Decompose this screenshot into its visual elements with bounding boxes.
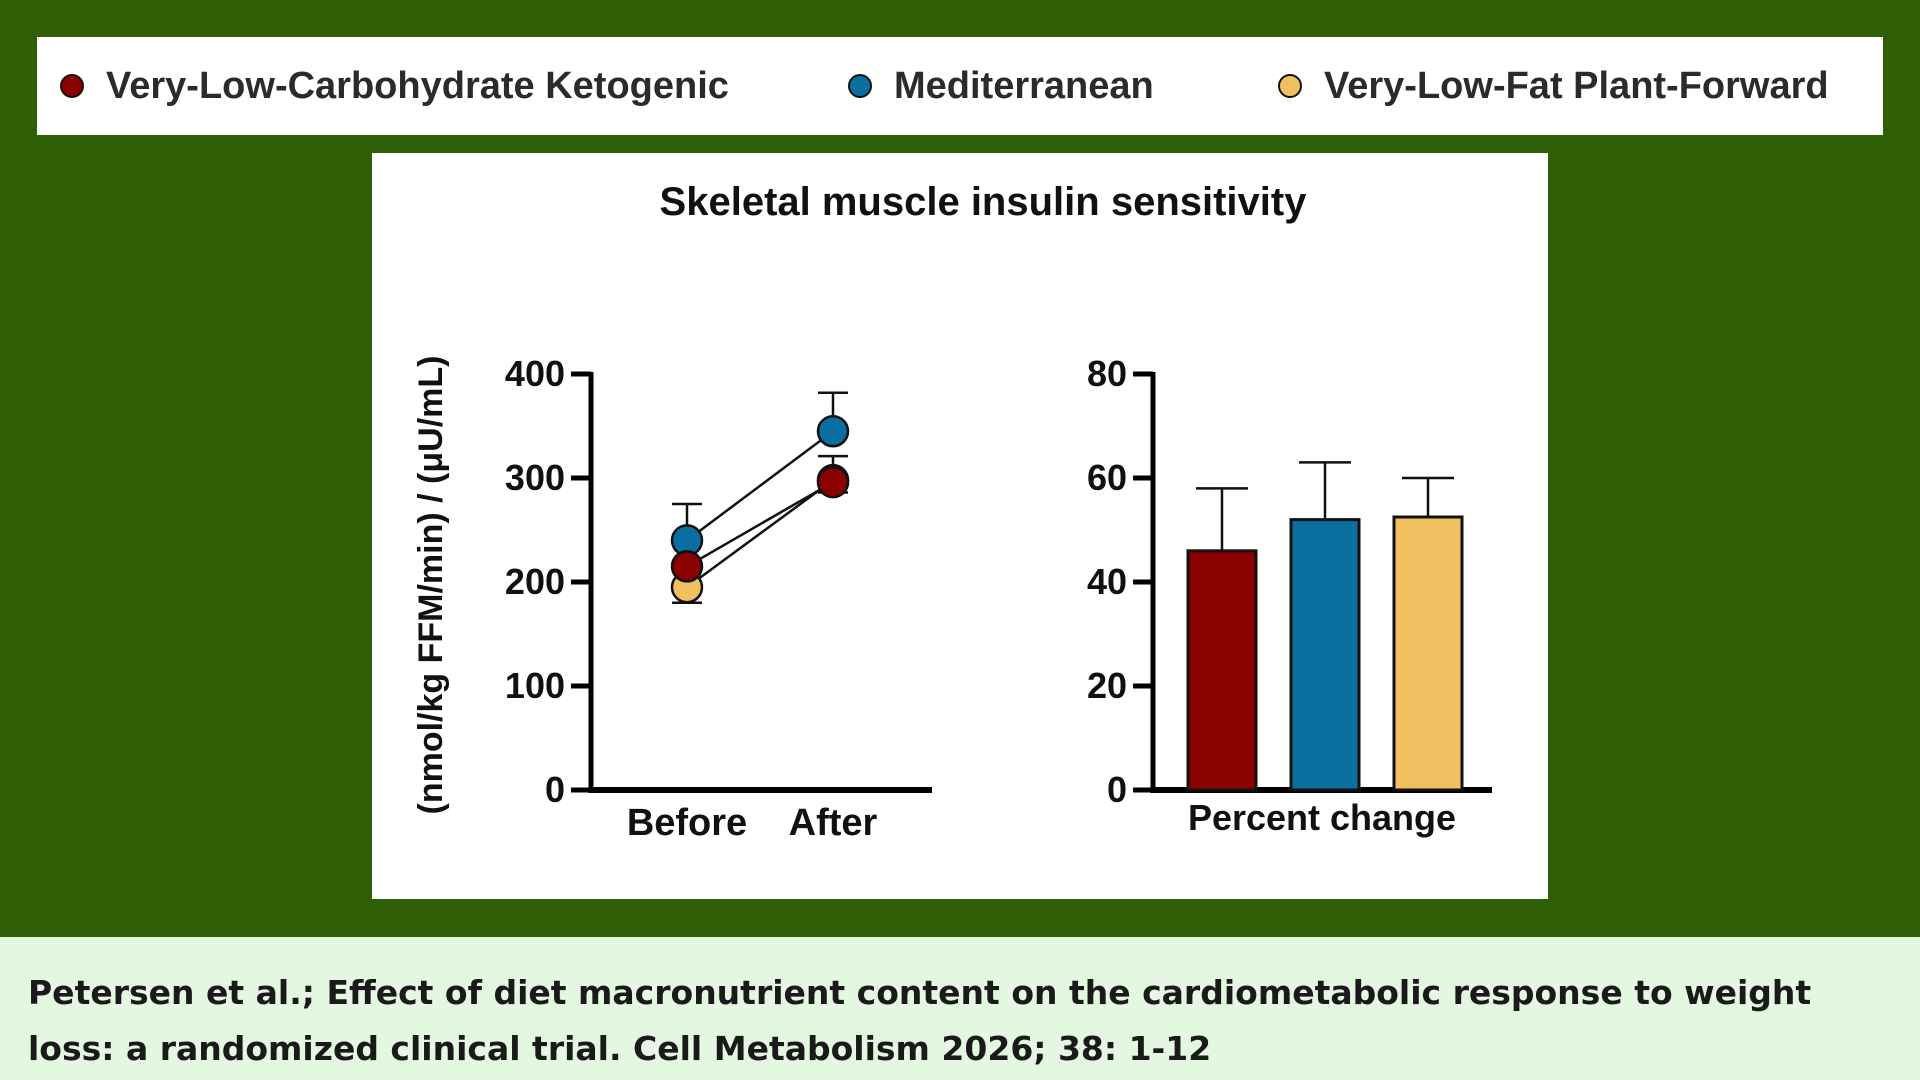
left-axes: 0 100 200 300 400 Before After xyxy=(505,353,932,844)
legend-label: Very-Low-Fat Plant-Forward xyxy=(1324,64,1829,107)
series-line-2 xyxy=(686,479,834,589)
left-marks xyxy=(670,391,850,605)
left-x-tick-label: Before xyxy=(627,802,747,844)
right-y-tick-label: 20 xyxy=(1087,665,1127,706)
legend-dot-mediterranean-icon xyxy=(848,74,872,98)
right-y-tick-label: 60 xyxy=(1087,457,1127,498)
legend-label: Mediterranean xyxy=(894,64,1154,107)
bar-0 xyxy=(1186,549,1258,792)
data-point xyxy=(816,465,850,499)
right-x-axis-label: Percent change xyxy=(1188,797,1456,838)
left-y-tick-label: 400 xyxy=(505,353,565,394)
left-y-tick-label: 100 xyxy=(505,665,565,706)
right-y-tick-label: 0 xyxy=(1107,769,1127,810)
legend-item-plant-forward: Very-Low-Fat Plant-Forward xyxy=(1278,37,1829,135)
legend: Very-Low-Carbohydrate Ketogenic Mediterr… xyxy=(37,37,1883,135)
left-y-axis-label: (nmol/kg FFM/min) / (μU/mL) xyxy=(412,356,450,815)
legend-item-ketogenic: Very-Low-Carbohydrate Ketogenic xyxy=(60,37,729,135)
legend-item-mediterranean: Mediterranean xyxy=(848,37,1154,135)
citation-bar: Petersen et al.; Effect of diet macronut… xyxy=(0,937,1920,1080)
data-point xyxy=(816,414,850,448)
series-line-1 xyxy=(686,430,834,542)
figure-panel: Skeletal muscle insulin sensitivity (nmo… xyxy=(372,153,1548,899)
right-marks xyxy=(1186,461,1464,792)
legend-label: Very-Low-Carbohydrate Ketogenic xyxy=(106,64,729,107)
data-point xyxy=(670,550,704,583)
legend-dot-plant-forward-icon xyxy=(1278,74,1302,98)
left-y-tick-label: 200 xyxy=(505,561,565,602)
left-y-tick-label: 0 xyxy=(545,769,565,810)
chart-title: Skeletal muscle insulin sensitivity xyxy=(660,180,1308,224)
bar-2 xyxy=(1392,515,1464,792)
left-y-tick-label: 300 xyxy=(505,457,565,498)
right-y-tick-label: 40 xyxy=(1087,561,1127,602)
right-y-tick-label: 80 xyxy=(1087,353,1127,394)
left-x-tick-label: After xyxy=(789,802,878,844)
chart-svg: Skeletal muscle insulin sensitivity (nmo… xyxy=(412,180,1492,844)
citation-text: Petersen et al.; Effect of diet macronut… xyxy=(28,973,1812,1068)
series-line-0 xyxy=(686,481,834,568)
bar-1 xyxy=(1289,518,1361,792)
legend-dot-ketogenic-icon xyxy=(60,74,84,98)
